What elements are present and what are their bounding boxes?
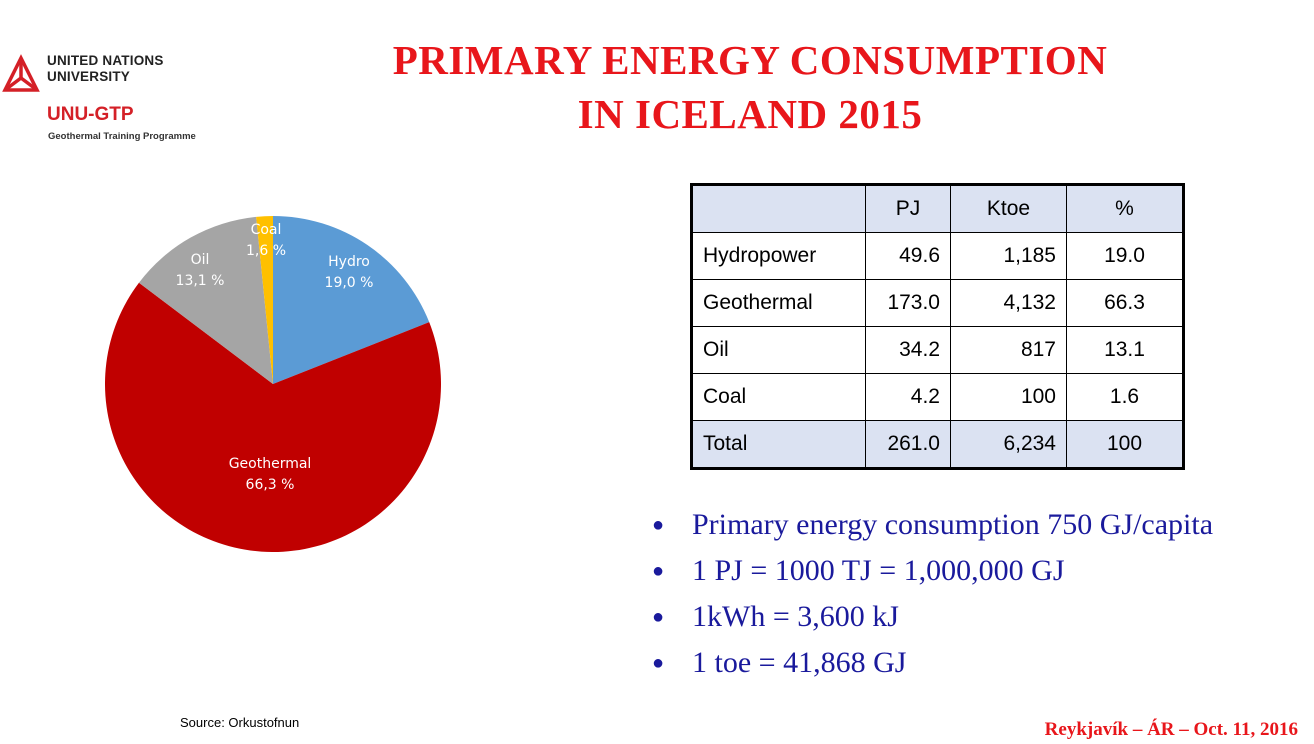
note-item: ● 1 PJ = 1000 TJ = 1,000,000 GJ — [648, 548, 1213, 594]
pie-slice-hydro — [273, 216, 430, 384]
source-note: Source: Orkustofnun — [180, 715, 300, 730]
table-cell: 1.6 — [1066, 373, 1184, 421]
table-cell: 4.2 — [865, 373, 951, 421]
table-total-row: Total 261.0 6,234 100 — [691, 420, 1184, 469]
table-header-cell: PJ — [865, 184, 951, 233]
pie-label-value: 19,0 % — [325, 275, 374, 291]
logo-programme-full: Geothermal Training Programme — [48, 131, 196, 142]
table-cell: 66.3 — [1066, 279, 1184, 327]
table-header-cell — [691, 184, 866, 233]
pie-label-geothermal: Geothermal 66,3 % — [229, 456, 312, 493]
notes-list: ● Primary energy consumption 750 GJ/capit… — [648, 502, 1213, 686]
table-header-cell: % — [1066, 184, 1184, 233]
logo-org-line1: UNITED NATIONS — [47, 53, 164, 68]
pie-label-value: 1,6 % — [246, 243, 286, 259]
table-header-row: PJ Ktoe % — [691, 184, 1184, 233]
table-cell: 49.6 — [865, 232, 951, 280]
bullet-icon: ● — [652, 514, 665, 536]
note-text: 1 toe = 41,868 GJ — [692, 646, 907, 679]
energy-table: PJ Ktoe % Hydropower 49.6 1,185 19.0 Geo… — [690, 183, 1185, 470]
table-cell: 4,132 — [950, 279, 1067, 327]
note-item: ● 1kWh = 3,600 kJ — [648, 594, 1213, 640]
pie-label-value: 66,3 % — [246, 477, 295, 493]
table-cell: 34.2 — [865, 326, 951, 374]
table-cell: Coal — [691, 373, 866, 421]
logo-org-line2: UNIVERSITY — [47, 69, 131, 84]
pie-label-oil: Oil 13,1 % — [176, 252, 225, 289]
bullet-icon: ● — [652, 560, 665, 582]
table-cell: 13.1 — [1066, 326, 1184, 374]
table-row: Coal 4.2 100 1.6 — [691, 373, 1184, 421]
table-cell: 19.0 — [1066, 232, 1184, 280]
table-row: Hydropower 49.6 1,185 19.0 — [691, 232, 1184, 280]
pie-label-hydro: Hydro 19,0 % — [325, 254, 374, 291]
table-header-cell: Ktoe — [950, 184, 1067, 233]
logo-programme-short: UNU-GTP — [47, 104, 134, 125]
table-cell: 261.0 — [865, 420, 951, 469]
pie-chart: Hydro 19,0 % Geothermal 66,3 % Oil 13,1 % Coal… — [104, 216, 442, 552]
pie-label-value: 13,1 % — [176, 273, 225, 289]
pie-label-name: Geothermal — [229, 456, 312, 472]
slide-footer: Reykjavík – ÁR – Oct. 11, 2016 — [1044, 719, 1298, 740]
pie-slice-coal — [256, 216, 273, 384]
table-cell: 100 — [950, 373, 1067, 421]
unu-gtp-logo: UNITED NATIONS UNIVERSITY UNU-GTP Geothe… — [0, 48, 230, 148]
note-text: 1 PJ = 1000 TJ = 1,000,000 GJ — [692, 554, 1065, 587]
pie-slice-geothermal — [104, 282, 442, 552]
note-item: ● Primary energy consumption 750 GJ/capit… — [648, 502, 1213, 548]
note-item: ● 1 toe = 41,868 GJ — [648, 640, 1213, 686]
table-cell: 100 — [1066, 420, 1184, 469]
note-text: Primary energy consumption 750 GJ/capita — [692, 508, 1214, 541]
table-cell: Geothermal — [691, 279, 866, 327]
table-row: Geothermal 173.0 4,132 66.3 — [691, 279, 1184, 327]
table-cell: 817 — [950, 326, 1067, 374]
table-row: Oil 34.2 817 13.1 — [691, 326, 1184, 374]
unu-emblem-icon — [2, 54, 40, 92]
bullet-icon: ● — [652, 606, 665, 628]
table-cell: Oil — [691, 326, 866, 374]
bullet-icon: ● — [652, 652, 665, 674]
table-cell: Hydropower — [691, 232, 866, 280]
table-cell: 6,234 — [950, 420, 1067, 469]
pie-label-name: Hydro — [328, 254, 370, 270]
note-text: 1kWh = 3,600 kJ — [692, 600, 899, 633]
slide-title-line1: PRIMARY ENERGY CONSUMPTION — [392, 37, 1108, 83]
table-cell: 1,185 — [950, 232, 1067, 280]
slide-title-line2: IN ICELAND 2015 — [577, 91, 923, 137]
pie-label-name: Oil — [191, 252, 210, 268]
pie-label-coal: Coal 1,6 % — [246, 222, 286, 259]
logo-org-name: UNITED NATIONS UNIVERSITY — [47, 53, 164, 85]
pie-label-name: Coal — [251, 222, 282, 238]
table-cell: Total — [691, 420, 866, 469]
slide-title: PRIMARY ENERGY CONSUMPTION IN ICELAND 20… — [330, 33, 1170, 141]
pie-slice-oil — [138, 216, 273, 384]
table-cell: 173.0 — [865, 279, 951, 327]
